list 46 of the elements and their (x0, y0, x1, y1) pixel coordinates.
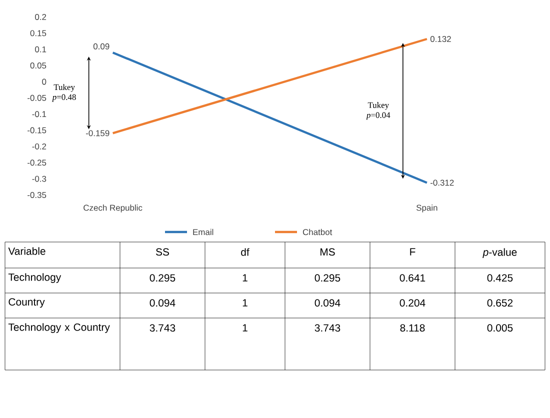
y-tick-label: -0.2 (32, 143, 46, 150)
text: 1 (242, 299, 248, 306)
y-tick-label: 0.2 (35, 14, 46, 20)
text: Technology x Country (8, 323, 110, 333)
annotation: Tukey p=0.04 (366, 102, 390, 120)
text: F (410, 248, 416, 256)
y-tick-label: 0 (42, 78, 46, 85)
text: 1 (242, 324, 248, 332)
text: Country (8, 298, 45, 308)
y-tick-label: -0.05 (28, 94, 46, 101)
legend-label: Chatbot (302, 228, 332, 236)
text: MS (320, 248, 335, 256)
y-tick-label: -0.1 (32, 111, 46, 118)
y-tick-label: 0.15 (30, 30, 46, 36)
annotation: Tukey p=0.48 (52, 84, 76, 102)
text: 8.118 (400, 324, 425, 332)
y-tick-label: -0.15 (28, 127, 46, 134)
text: 0.005 (487, 324, 513, 332)
text: 0.652 (487, 299, 513, 307)
data-label: 0.132 (430, 36, 451, 42)
text: SS (156, 248, 169, 256)
x-tick-label: Spain (416, 204, 438, 212)
data-label: 0.09 (93, 43, 110, 50)
text: 1 (242, 274, 248, 282)
text: 0.295 (150, 274, 176, 282)
x-tick-label: Czech Republic (84, 204, 142, 212)
text: p-value (482, 248, 517, 258)
text: 0.295 (314, 274, 340, 282)
text: 0.425 (487, 274, 513, 282)
text: 3.743 (314, 324, 340, 332)
data-label: -0.159 (86, 130, 110, 136)
y-tick-label: -0.35 (28, 192, 46, 198)
legend-label: Email (193, 228, 214, 236)
text: 3.743 (150, 324, 176, 332)
y-tick-label: 0.1 (35, 46, 46, 52)
text: 0.094 (314, 299, 340, 307)
text: 0.094 (150, 299, 176, 307)
data-label: -0.312 (430, 180, 454, 186)
y-tick-label: 0.05 (30, 62, 46, 69)
text: Technology (8, 273, 62, 283)
text: Variable (8, 247, 46, 255)
y-tick-label: -0.25 (28, 160, 46, 166)
text: 0.641 (400, 274, 426, 282)
text: 0.204 (400, 299, 426, 307)
text: df (241, 248, 250, 256)
y-tick-label: -0.3 (32, 176, 46, 182)
